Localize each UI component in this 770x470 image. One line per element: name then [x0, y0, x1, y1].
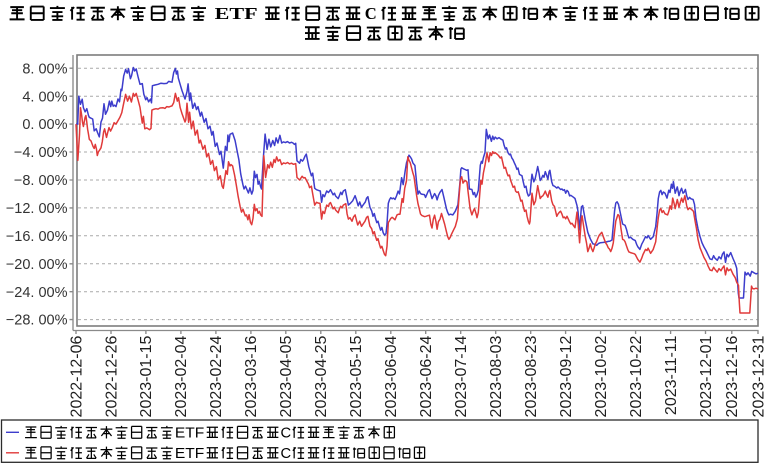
- svg-text:2023-04-05: 2023-04-05: [278, 335, 295, 417]
- svg-text:2022-12-26: 2022-12-26: [103, 335, 120, 417]
- svg-text:2023-10-02: 2023-10-02: [593, 335, 610, 417]
- svg-text:ETF: ETF: [175, 446, 204, 462]
- svg-text:C: C: [281, 426, 292, 442]
- svg-text:4. 00%: 4. 00%: [22, 89, 67, 105]
- svg-text:−20. 00%: −20. 00%: [6, 257, 68, 273]
- svg-text:8. 00%: 8. 00%: [22, 61, 67, 77]
- svg-text:2023-02-04: 2023-02-04: [173, 335, 190, 417]
- svg-text:−12. 00%: −12. 00%: [6, 201, 68, 217]
- svg-text:−24. 00%: −24. 00%: [6, 285, 68, 301]
- svg-text:2023-04-25: 2023-04-25: [313, 335, 330, 417]
- svg-text:−28. 00%: −28. 00%: [6, 313, 68, 329]
- svg-text:−16. 00%: −16. 00%: [6, 229, 68, 245]
- svg-text:ETF: ETF: [175, 426, 204, 442]
- svg-text:2023-05-15: 2023-05-15: [348, 335, 365, 417]
- svg-text:2023-12-31: 2023-12-31: [750, 335, 767, 417]
- svg-text:2023-03-16: 2023-03-16: [243, 335, 260, 417]
- svg-text:2023-09-12: 2023-09-12: [558, 335, 575, 417]
- svg-text:−4. 00%: −4. 00%: [14, 145, 68, 161]
- svg-text:2023-11-11: 2023-11-11: [663, 335, 680, 415]
- svg-text:ETF: ETF: [215, 4, 258, 23]
- svg-text:2023-12-01: 2023-12-01: [698, 335, 715, 417]
- svg-text:2023-12-16: 2023-12-16: [724, 335, 741, 417]
- svg-text:2023-08-03: 2023-08-03: [488, 335, 505, 417]
- svg-text:0. 00%: 0. 00%: [22, 117, 67, 133]
- svg-text:2023-02-24: 2023-02-24: [208, 335, 225, 417]
- svg-text:2023-08-23: 2023-08-23: [523, 335, 540, 417]
- svg-text:2023-06-24: 2023-06-24: [418, 335, 435, 417]
- svg-text:2022-12-06: 2022-12-06: [68, 335, 85, 417]
- svg-text:−8. 00%: −8. 00%: [14, 173, 68, 189]
- svg-text:2023-07-14: 2023-07-14: [453, 335, 470, 417]
- svg-text:C: C: [281, 446, 292, 462]
- svg-text:C: C: [365, 4, 377, 23]
- svg-text:2023-01-15: 2023-01-15: [138, 335, 155, 417]
- svg-text:2023-10-22: 2023-10-22: [628, 335, 645, 417]
- svg-text:2023-06-04: 2023-06-04: [383, 335, 400, 417]
